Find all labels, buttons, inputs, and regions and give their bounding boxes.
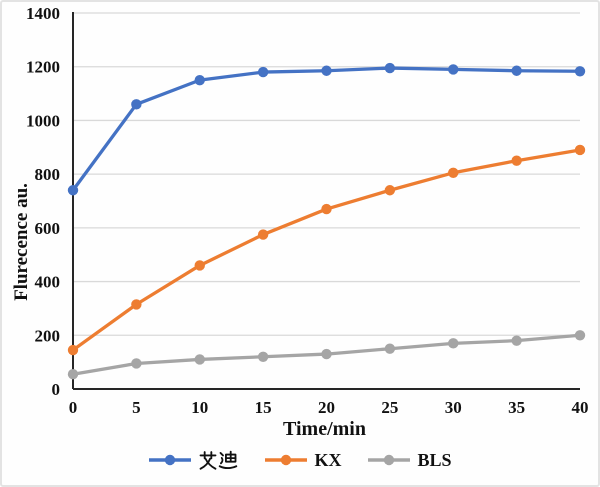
y-tick-label: 200 (35, 326, 61, 345)
series-1-marker (67, 344, 79, 356)
x-tick-label: 20 (318, 398, 335, 417)
legend-item-1: KX (264, 451, 341, 469)
series-1-marker (384, 185, 396, 196)
y-tick-label: 1400 (26, 4, 60, 23)
series-0-marker (194, 74, 205, 86)
y-tick-label: 0 (52, 380, 61, 399)
series-1-marker (257, 229, 269, 240)
x-tick-label: 0 (69, 398, 78, 417)
legend-label-1: KX (314, 450, 342, 470)
series-2-marker (321, 348, 332, 360)
series-0-marker (67, 185, 79, 196)
x-tick-label: 5 (132, 398, 141, 417)
series-2-marker (67, 369, 79, 380)
series-2-marker (448, 338, 459, 349)
series-0-marker (321, 65, 332, 76)
y-tick-label: 800 (35, 165, 61, 184)
legend-item-2: BLS (367, 450, 452, 470)
series-1-marker (574, 144, 586, 156)
legend-key-icon (368, 454, 411, 466)
x-tick-label: 35 (508, 398, 525, 417)
series-2-marker (384, 343, 396, 354)
y-tick-label: 1200 (26, 58, 60, 77)
x-tick-label: 10 (191, 398, 208, 417)
series-line-1 (71, 148, 582, 352)
series-0-marker (448, 64, 459, 75)
series-2-marker (574, 330, 586, 341)
x-tick-label: 30 (445, 398, 462, 417)
chart-legend: KX BLS (2, 450, 598, 470)
series-1-marker (511, 155, 522, 166)
x-axis-title: Time/min (283, 418, 366, 440)
cjk-text-glyph (200, 450, 238, 470)
legend-label-0 (198, 450, 238, 470)
series-1-marker (131, 299, 142, 310)
series-2-marker (131, 358, 142, 369)
y-tick-label: 600 (35, 219, 61, 238)
legend-label-2: BLS (417, 450, 452, 470)
series-0-marker (131, 99, 142, 110)
legend-key-icon (265, 454, 308, 466)
series-1-marker (194, 260, 205, 271)
series-0-marker (257, 66, 269, 78)
y-axis-title: Flurecence au. (11, 183, 32, 301)
series-2-marker (511, 335, 522, 346)
series-2-marker (194, 354, 205, 365)
y-tick-label: 400 (35, 273, 61, 292)
series-0-marker (384, 62, 396, 74)
series-0-marker (511, 65, 522, 76)
legend-key-icon (149, 454, 192, 466)
series-1-marker (321, 203, 332, 215)
series-1-marker (448, 167, 459, 178)
x-tick-label: 25 (381, 398, 398, 417)
series-line-0 (71, 66, 582, 192)
x-tick-label: 40 (572, 398, 589, 417)
legend-item-0 (148, 450, 238, 470)
series-0-marker (574, 66, 586, 77)
series-2-marker (257, 351, 269, 362)
y-tick-label: 1000 (26, 111, 60, 130)
x-tick-label: 15 (255, 398, 272, 417)
